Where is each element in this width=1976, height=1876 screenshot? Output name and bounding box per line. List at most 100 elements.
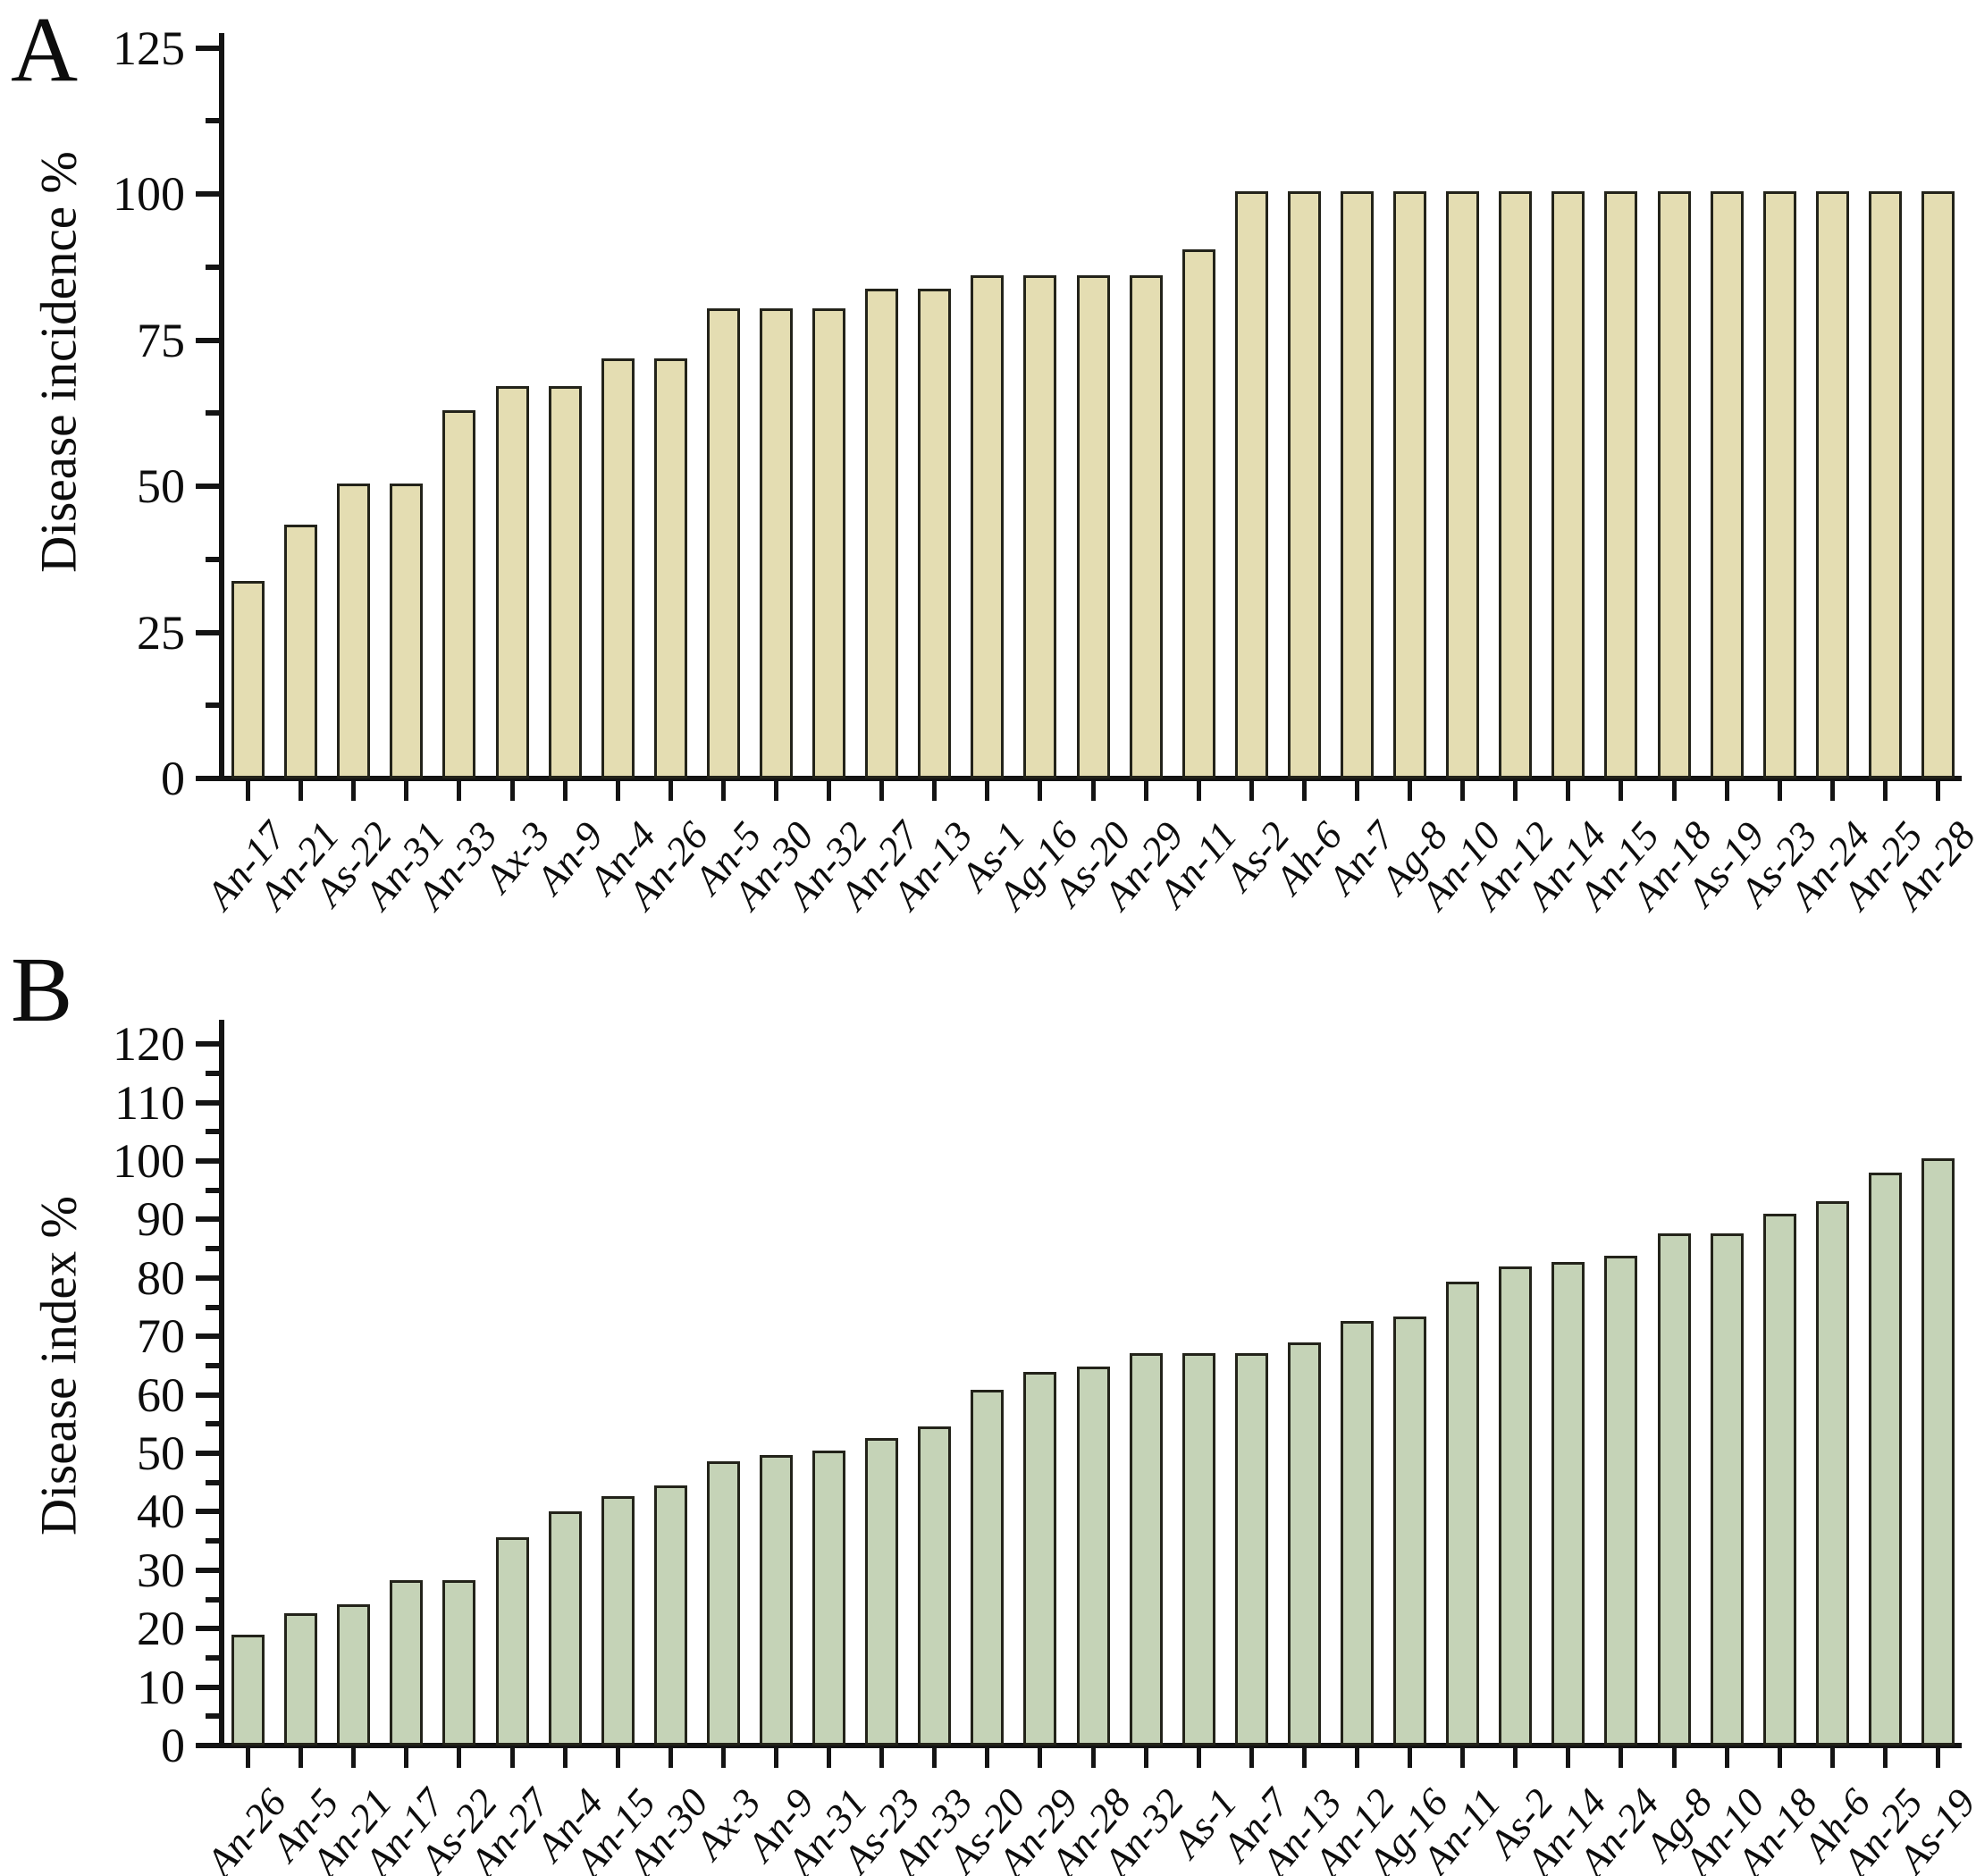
bar-Ag-8 bbox=[1393, 191, 1427, 778]
x-tick bbox=[1513, 1748, 1518, 1768]
y-minor-tick bbox=[206, 1596, 219, 1603]
y-major-tick bbox=[196, 45, 219, 51]
bar-As-22 bbox=[442, 1580, 476, 1746]
bar-An-33 bbox=[918, 1426, 952, 1746]
x-tick bbox=[720, 781, 726, 801]
x-tick bbox=[827, 1748, 832, 1768]
x-tick bbox=[1777, 781, 1782, 801]
x-tick bbox=[1566, 781, 1571, 801]
y-major-tick bbox=[196, 484, 219, 489]
bar-An-12 bbox=[1499, 191, 1533, 778]
x-axis-line bbox=[219, 1743, 1962, 1748]
x-tick bbox=[985, 781, 990, 801]
x-tick bbox=[1301, 781, 1307, 801]
x-tick bbox=[1935, 781, 1940, 801]
x-tick bbox=[1460, 1748, 1466, 1768]
y-tick-label: 40 bbox=[137, 1485, 185, 1539]
y-major-tick bbox=[196, 1099, 219, 1106]
y-tick-label: 80 bbox=[137, 1250, 185, 1305]
bar-An-24 bbox=[1604, 1256, 1638, 1746]
bar-An-9 bbox=[759, 1454, 793, 1746]
x-tick bbox=[1460, 781, 1466, 801]
y-minor-tick bbox=[206, 556, 219, 562]
bar-An-4 bbox=[548, 1511, 582, 1746]
bar-Ag-16 bbox=[1393, 1316, 1427, 1746]
bar-An-10 bbox=[1710, 1232, 1744, 1746]
bar-An-9 bbox=[548, 385, 582, 778]
x-tick bbox=[1619, 781, 1624, 801]
y-major-tick bbox=[196, 1275, 219, 1281]
bar-An-14 bbox=[1551, 191, 1585, 778]
bar-An-7 bbox=[1234, 1352, 1268, 1746]
bar-As-19 bbox=[1921, 1158, 1955, 1746]
bar-An-17 bbox=[390, 1580, 424, 1746]
bar-Ax-3 bbox=[495, 385, 529, 778]
bar-Ah-6 bbox=[1815, 1201, 1849, 1746]
y-minor-tick bbox=[206, 118, 219, 124]
x-tick bbox=[773, 1748, 778, 1768]
bar-An-32 bbox=[812, 307, 846, 778]
y-major-tick bbox=[196, 1684, 219, 1690]
x-tick bbox=[1038, 1748, 1043, 1768]
y-major-tick bbox=[196, 1333, 219, 1340]
y-tick-label: 0 bbox=[161, 1719, 185, 1772]
x-tick bbox=[1143, 781, 1148, 801]
y-tick-label: 90 bbox=[137, 1192, 185, 1247]
y-major-tick bbox=[196, 1509, 219, 1515]
bar-As-2 bbox=[1234, 191, 1268, 778]
bar-An-12 bbox=[1340, 1320, 1374, 1746]
y-tick-label: 100 bbox=[113, 167, 185, 221]
bar-An-31 bbox=[390, 484, 424, 778]
x-tick bbox=[1090, 1748, 1096, 1768]
y-tick-label: 50 bbox=[137, 459, 185, 513]
y-tick-label: 125 bbox=[113, 21, 185, 75]
panel-a-letter: A bbox=[11, 0, 79, 101]
y-major-tick bbox=[196, 629, 219, 635]
bar-An-11 bbox=[1446, 1281, 1480, 1746]
y-minor-tick bbox=[206, 1654, 219, 1661]
x-tick bbox=[1301, 1748, 1307, 1768]
y-tick-label: 100 bbox=[113, 1134, 185, 1188]
x-tick bbox=[404, 781, 409, 801]
bar-An-18 bbox=[1762, 1214, 1796, 1746]
y-major-tick bbox=[196, 191, 219, 197]
panel-b-letter: B bbox=[11, 938, 73, 1041]
y-major-tick bbox=[196, 1041, 219, 1047]
x-tick bbox=[299, 1748, 304, 1768]
bar-An-30 bbox=[653, 1485, 687, 1746]
bar-An-15 bbox=[601, 1496, 635, 1746]
x-tick bbox=[1354, 1748, 1359, 1768]
y-tick-label: 30 bbox=[137, 1543, 185, 1597]
bar-An-18 bbox=[1657, 191, 1691, 778]
bar-An-29 bbox=[1023, 1372, 1057, 1746]
x-tick bbox=[299, 781, 304, 801]
bar-An-21 bbox=[284, 525, 318, 778]
bar-An-28 bbox=[1076, 1366, 1110, 1746]
x-tick bbox=[562, 1748, 568, 1768]
x-tick bbox=[509, 781, 515, 801]
bar-An-17 bbox=[231, 581, 265, 778]
y-major-tick bbox=[196, 1626, 219, 1632]
x-tick bbox=[562, 781, 568, 801]
bar-As-1 bbox=[1181, 1352, 1215, 1746]
x-tick bbox=[879, 781, 885, 801]
bar-As-19 bbox=[1710, 191, 1744, 778]
bar-An-5 bbox=[284, 1612, 318, 1746]
x-tick bbox=[720, 1748, 726, 1768]
x-tick bbox=[1671, 781, 1677, 801]
bar-An-25 bbox=[1868, 191, 1902, 778]
y-minor-tick bbox=[206, 1713, 219, 1720]
x-tick bbox=[1829, 1748, 1835, 1768]
x-tick bbox=[879, 1748, 885, 1768]
x-tick bbox=[827, 781, 832, 801]
bar-An-32 bbox=[1129, 1352, 1163, 1746]
bar-An-4 bbox=[601, 358, 635, 778]
bar-An-30 bbox=[759, 307, 793, 778]
bar-An-21 bbox=[337, 1604, 371, 1746]
x-tick bbox=[932, 781, 938, 801]
x-tick bbox=[1829, 781, 1835, 801]
bar-An-10 bbox=[1446, 191, 1480, 778]
